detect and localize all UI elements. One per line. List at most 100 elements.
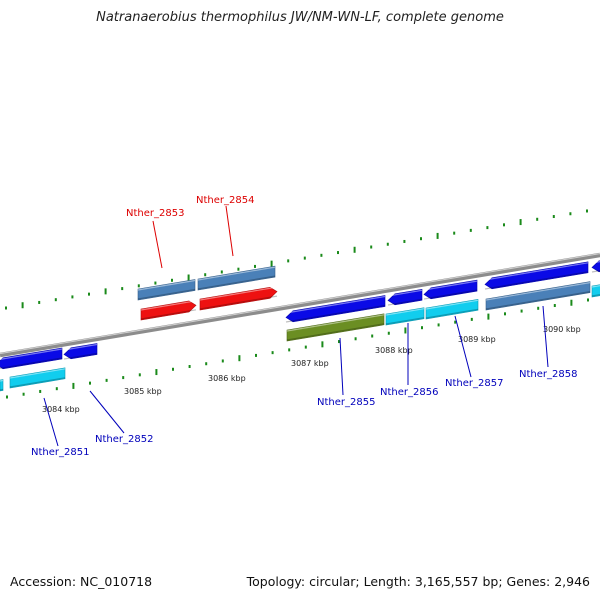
- gene-arrow-nther-2856-sheen: [387, 289, 423, 297]
- lower-tick-mark: [553, 304, 556, 308]
- upper-tick-mark: [220, 270, 223, 274]
- lower-tick-mark: [454, 320, 457, 324]
- gene-arrow-nther-2858-shadow: [484, 271, 589, 290]
- gene-label-nther-2854: Nther_2854: [196, 195, 254, 206]
- upper-tick-mark: [420, 237, 422, 241]
- upper-tick-mark: [403, 239, 406, 243]
- gene-arrow-nther-2858-lower-sheen: [485, 282, 591, 301]
- gene-arrow-nther-2853-shadow: [140, 309, 197, 320]
- gene-arrow-nther-2851-sheen: [0, 348, 63, 360]
- lower-tick-mark: [537, 306, 540, 310]
- upper-tick-mark: [586, 209, 588, 213]
- upper-tick-mark: [38, 300, 41, 304]
- upper-tick-mark: [536, 217, 539, 221]
- leader-line: [225, 205, 234, 257]
- gene-arrow-nther-2853-upper-sheen: [137, 279, 196, 291]
- lower-tick-mark: [122, 376, 125, 380]
- gene-arrow-nther-2852-lower-shadow: [9, 377, 66, 388]
- gene-label-nther-2857: Nther_2857: [445, 378, 503, 389]
- lower-tick-mark: [437, 323, 440, 327]
- leader-line: [152, 220, 163, 269]
- upper-tick-mark: [154, 281, 157, 285]
- gene-arrow-edge-shadow: [591, 270, 600, 273]
- gene-arrow-nther-2855: [285, 295, 386, 323]
- upper-tick-mark: [171, 278, 173, 282]
- gene-arrow-nther-2856-lower-shadow: [385, 317, 425, 325]
- gene-label-nther-2852: Nther_2852: [95, 434, 153, 445]
- lower-tick-mark: [354, 337, 357, 341]
- gene-label-nther-2855: Nther_2855: [317, 397, 375, 408]
- gene-arrow-nther-2857-lower-sheen: [425, 299, 479, 310]
- gene-arrow-nther-2857-shadow: [423, 289, 478, 300]
- leader-line: [339, 337, 344, 396]
- leader-line: [542, 305, 549, 368]
- lower-tick-mark: [387, 331, 390, 335]
- gene-label-nther-2856: Nther_2856: [380, 387, 438, 398]
- gene-arrow-nther-2854-upper-shadow: [197, 275, 276, 290]
- gene-arrow-edge-lower-shadow: [591, 294, 600, 297]
- lower-tick-mark: [321, 341, 324, 348]
- gene-arrow-nther-2857: [423, 279, 478, 300]
- gene-arrow-edge-sheen: [591, 261, 600, 264]
- lower-tick-mark: [587, 298, 589, 302]
- gene-arrow-nther-2855-lower-sheen: [286, 314, 385, 332]
- lower-tick-mark: [371, 334, 374, 338]
- gene-arrow-nther-2854: [199, 286, 278, 311]
- upper-tick-mark: [54, 298, 57, 302]
- gene-arrow-edge-lower-sheen: [591, 285, 600, 288]
- accession-text: Accession: NC_010718: [10, 574, 153, 589]
- lower-tick-mark: [221, 359, 224, 363]
- upper-tick-mark: [204, 273, 207, 277]
- gene-arrow-nther-2854-upper-sheen: [197, 266, 276, 281]
- upper-tick-mark: [137, 284, 140, 288]
- gene-arrow-nther-2856-lower: [385, 307, 425, 326]
- upper-tick-mark: [436, 232, 439, 239]
- lower-tick-mark: [72, 382, 75, 389]
- upper-tick-mark: [303, 256, 306, 260]
- leader-line: [43, 397, 59, 447]
- leader-line: [89, 390, 125, 434]
- gene-arrow-nther-2852-shadow: [63, 352, 98, 360]
- gene-arrow-nther-2852-sheen: [63, 343, 98, 351]
- lower-tick-mark: [487, 313, 490, 320]
- gene-arrow-nther-2851-lower-sheen: [0, 379, 4, 382]
- leader-line: [454, 315, 472, 378]
- gene-arrow-nther-2858-lower-shadow: [485, 291, 591, 310]
- upper-tick-mark: [552, 215, 555, 219]
- upper-tick-mark: [569, 212, 572, 216]
- upper-tick-mark: [353, 246, 356, 253]
- gene-arrow-nther-2852-lower-sheen: [9, 368, 66, 379]
- upper-tick-mark: [254, 264, 256, 268]
- lower-tick-mark: [304, 345, 307, 349]
- lower-tick-mark: [255, 353, 257, 357]
- lower-tick-mark: [470, 317, 473, 321]
- tick-label: 3090 kbp: [543, 325, 581, 334]
- gene-arrow-nther-2858-lower: [485, 281, 591, 311]
- gene-arrow-nther-2858-sheen: [484, 262, 589, 281]
- lower-tick-mark: [404, 327, 407, 334]
- gene-arrow-nther-2854-shadow: [199, 295, 278, 310]
- gene-arrow-nther-2855-lower: [286, 313, 385, 342]
- genome-summary-text: Topology: circular; Length: 3,165,557 bp…: [246, 574, 590, 589]
- tick-label: 3088 kbp: [375, 346, 413, 355]
- gene-label-nther-2858: Nther_2858: [519, 369, 577, 380]
- gene-arrow-nther-2853-sheen: [140, 300, 197, 311]
- lower-tick-mark: [55, 387, 58, 391]
- gene-arrow-nther-2857-sheen: [423, 280, 478, 291]
- label-leader-lines: [43, 205, 549, 447]
- gene-arrow-nther-2855-sheen: [285, 295, 386, 314]
- upper-tick-mark: [486, 226, 489, 230]
- upper-tick-mark: [469, 228, 472, 232]
- lower-tick-mark: [271, 351, 274, 355]
- upper-tick-mark: [88, 292, 90, 296]
- gene-arrow-edge: [591, 260, 600, 273]
- tick-label: 3087 kbp: [291, 359, 329, 368]
- upper-tick-mark: [21, 302, 24, 309]
- upper-tick-mark: [237, 267, 240, 271]
- gene-features: [0, 260, 600, 392]
- lower-tick-mark: [138, 373, 141, 377]
- gene-arrow-nther-2851-lower: [0, 379, 4, 392]
- gene-arrow-nther-2853-upper: [137, 279, 196, 301]
- gene-arrow-nther-2857-lower-shadow: [425, 308, 479, 319]
